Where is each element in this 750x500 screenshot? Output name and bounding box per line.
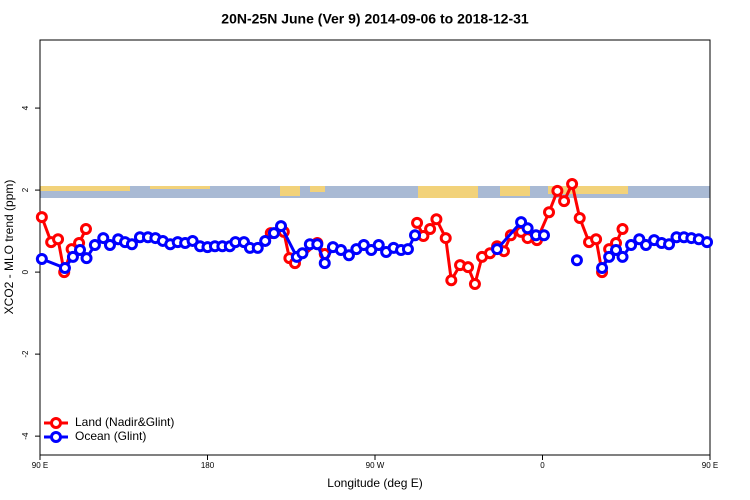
- data-point: [80, 252, 93, 265]
- data-point: [445, 274, 458, 287]
- y-tick-label: 2: [21, 187, 30, 192]
- y-tick-label: -2: [21, 350, 30, 358]
- data-point: [521, 222, 534, 235]
- data-point: [430, 213, 443, 226]
- data-point: [342, 249, 355, 262]
- data-point: [491, 243, 504, 256]
- x-tick-label: 0: [540, 461, 545, 470]
- data-point: [275, 220, 288, 233]
- data-point: [616, 250, 629, 263]
- data-point: [79, 223, 92, 236]
- data-point: [311, 238, 324, 251]
- data-point: [543, 206, 556, 219]
- data-point: [610, 243, 623, 256]
- data-point: [573, 211, 586, 224]
- data-point: [558, 195, 571, 208]
- legend-label: Land (Nadir&Glint): [75, 415, 174, 429]
- data-point: [603, 250, 616, 263]
- data-point: [251, 241, 264, 254]
- data-point: [570, 254, 583, 267]
- data-point: [259, 234, 272, 247]
- y-axis-label: XCO2 - MLO trend (ppm): [2, 180, 16, 315]
- y-tick-label: 0: [21, 269, 30, 274]
- data-point: [639, 239, 652, 252]
- data-point: [401, 243, 414, 256]
- x-tick-label: 180: [201, 461, 215, 470]
- data-point: [318, 257, 331, 270]
- data-point: [701, 236, 714, 249]
- y-tick-label: 4: [21, 105, 30, 110]
- data-point: [616, 223, 629, 236]
- data-point: [537, 229, 550, 242]
- x-tick-label: 90 E: [32, 461, 48, 470]
- data-point: [468, 277, 481, 290]
- data-point: [372, 239, 385, 252]
- legend-label: Ocean (Glint): [75, 429, 146, 443]
- data-point: [58, 262, 71, 275]
- data-point: [566, 177, 579, 190]
- data-point: [186, 234, 199, 247]
- data-point: [35, 252, 48, 265]
- data-point: [625, 239, 638, 252]
- data-point: [424, 223, 437, 236]
- x-tick-label: 90 W: [366, 461, 385, 470]
- data-point: [439, 232, 452, 245]
- data-point: [97, 232, 110, 245]
- map-land: [40, 186, 628, 198]
- data-point: [103, 239, 116, 252]
- data-point: [334, 243, 347, 256]
- data-point: [52, 233, 65, 246]
- data-point: [551, 184, 564, 197]
- data-point: [663, 238, 676, 251]
- x-tick-label: 90 E: [702, 461, 718, 470]
- data-point: [409, 229, 422, 242]
- data-point: [596, 262, 609, 275]
- data-point: [590, 233, 603, 246]
- data-point: [74, 243, 87, 256]
- data-point: [267, 227, 280, 240]
- y-tick-label: -4: [21, 432, 30, 440]
- data-point: [296, 247, 309, 260]
- data-point: [462, 261, 475, 274]
- data-point: [88, 239, 101, 252]
- legend-marker: [50, 417, 62, 429]
- data-point: [125, 238, 138, 251]
- x-axis-label: Longitude (deg E): [327, 476, 422, 490]
- series: [35, 216, 714, 275]
- chart-title: 20N-25N June (Ver 9) 2014-09-06 to 2018-…: [221, 11, 529, 27]
- legend-marker: [50, 431, 62, 443]
- data-point: [66, 250, 79, 263]
- data-point: [35, 211, 48, 224]
- data-point: [411, 216, 424, 229]
